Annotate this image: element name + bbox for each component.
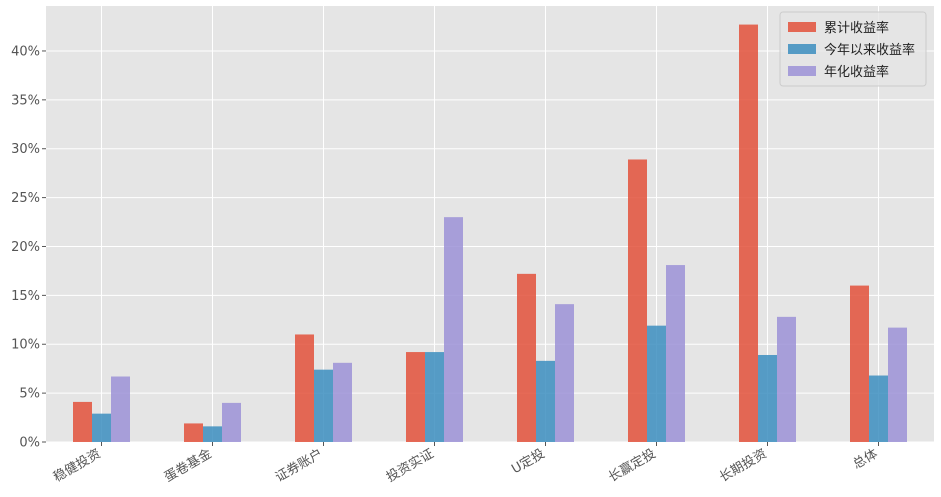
bar-2-7 xyxy=(888,327,907,442)
bar-1-6 xyxy=(758,354,777,442)
bar-1-3 xyxy=(425,352,444,442)
x-tick-label: 稳健投资 xyxy=(50,446,103,486)
x-tick-label: U定投 xyxy=(509,446,548,478)
series-2 xyxy=(111,217,907,442)
x-tick-label: 蛋卷基金 xyxy=(161,446,214,486)
bar-1-4 xyxy=(536,360,555,442)
bars xyxy=(73,24,907,442)
legend-swatch-1 xyxy=(788,44,816,54)
y-axis: 0% 5% 10% 15% 20% 25% 30% 35% 40% xyxy=(11,44,46,451)
x-tick-label: 长赢定投 xyxy=(605,446,658,486)
y-tick-label: 10% xyxy=(11,338,40,353)
bar-1-1 xyxy=(203,426,222,442)
bar-0-6 xyxy=(739,24,758,442)
legend-box xyxy=(779,11,927,87)
bar-0-2 xyxy=(295,334,314,442)
x-tick-label: 投资实证 xyxy=(383,446,436,486)
grid-lines xyxy=(46,6,934,443)
x-tick-label: 总体 xyxy=(850,446,880,472)
bar-2-0 xyxy=(111,376,130,442)
bar-2-2 xyxy=(333,362,352,442)
bar-1-2 xyxy=(314,369,333,442)
x-axis: 稳健投资 蛋卷基金 证券账户 投资实证 U定投 长赢定投 长期投资 总体 xyxy=(50,442,881,486)
x-tick-label: 证券账户 xyxy=(272,446,325,486)
bar-2-6 xyxy=(777,316,796,442)
y-tick-label: 15% xyxy=(11,289,40,304)
bar-0-5 xyxy=(628,159,647,442)
bar-0-4 xyxy=(517,273,536,442)
y-tick-label: 20% xyxy=(11,240,40,255)
y-tick-label: 35% xyxy=(11,93,40,108)
y-tick-label: 30% xyxy=(11,142,40,157)
bar-2-1 xyxy=(222,402,241,442)
bar-1-5 xyxy=(647,325,666,442)
bar-2-4 xyxy=(555,304,574,442)
bar-0-3 xyxy=(406,352,425,442)
x-tick-label: 长期投资 xyxy=(716,446,769,486)
y-tick-label: 0% xyxy=(19,436,40,451)
series-0 xyxy=(73,24,869,442)
bar-0-1 xyxy=(184,423,203,442)
bar-1-7 xyxy=(869,375,888,442)
legend-label-2: 年化收益率 xyxy=(824,64,889,80)
legend-swatch-0 xyxy=(788,22,816,32)
bar-2-5 xyxy=(666,265,685,442)
legend-label-1: 今年以来收益率 xyxy=(824,42,915,58)
bar-0-0 xyxy=(73,401,92,442)
series-1 xyxy=(92,325,888,442)
y-tick-label: 25% xyxy=(11,191,40,206)
bar-0-7 xyxy=(850,285,869,442)
bar-1-0 xyxy=(92,413,111,442)
bar-2-3 xyxy=(444,217,463,442)
legend-swatch-2 xyxy=(788,66,816,76)
y-tick-label: 40% xyxy=(11,44,40,59)
y-tick-label: 5% xyxy=(19,387,40,402)
legend-label-0: 累计收益率 xyxy=(824,20,889,36)
